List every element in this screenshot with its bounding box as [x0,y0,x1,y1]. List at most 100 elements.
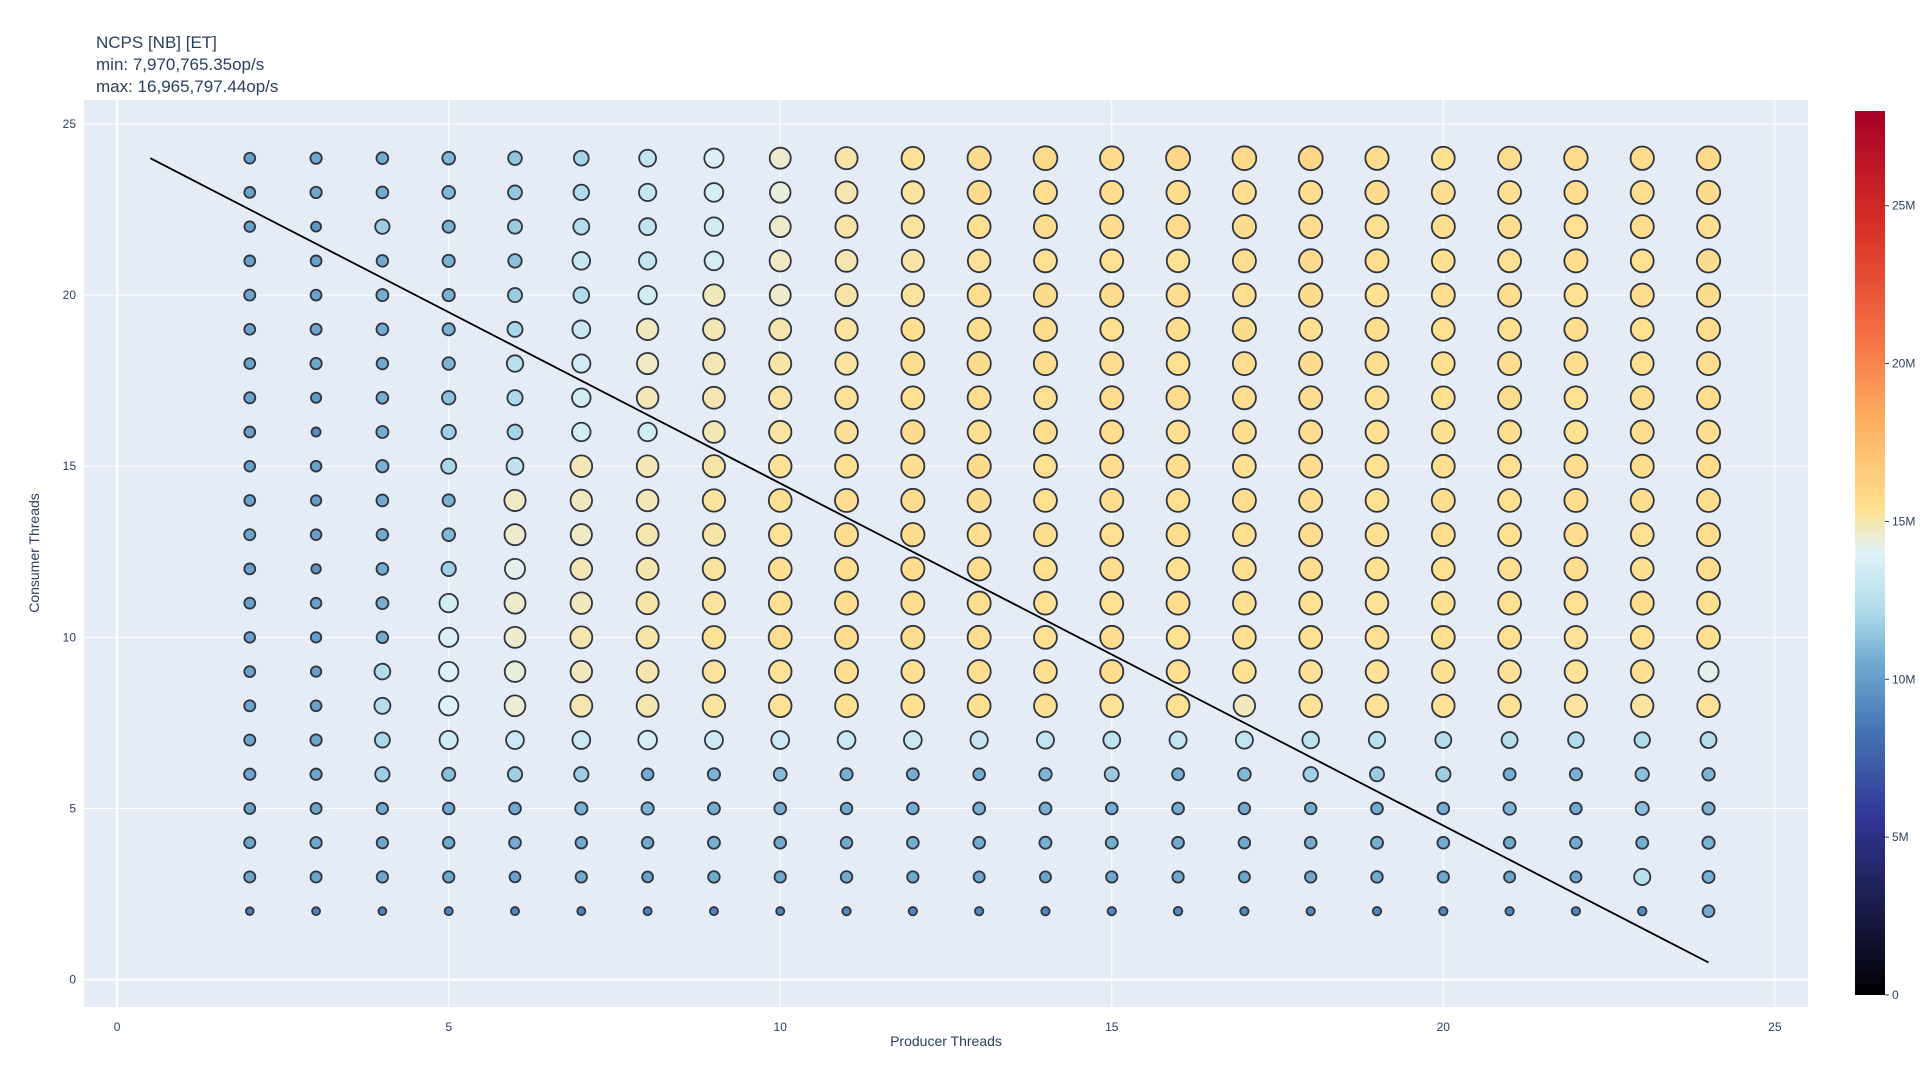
data-point [768,659,793,684]
data-point [310,220,322,233]
data-point [905,767,920,782]
data-point [702,420,726,444]
data-point [1629,556,1655,582]
data-point [506,766,524,783]
x-tick-label: 5 [445,1020,452,1034]
y-axis-ticks: 0 5 10 15 20 25 [63,117,77,987]
data-point [1105,870,1119,884]
data-point [767,556,793,582]
data-point [1038,870,1052,884]
data-point [702,283,726,307]
data-point [767,590,793,616]
data-point [768,215,792,239]
data-point [443,906,454,917]
data-point [441,253,456,268]
data-point [1165,282,1191,308]
data-point [900,693,926,719]
x-axis-ticks: 0 5 10 15 20 25 [114,1020,1782,1034]
data-point [243,699,257,713]
data-point [637,729,658,751]
data-point [969,730,989,750]
data-point [375,630,390,645]
data-point [1298,419,1324,445]
data-point [506,389,524,407]
data-point [243,186,257,199]
data-point [438,592,459,614]
data-point [1298,522,1324,548]
data-point [1364,248,1390,274]
data-point [1165,145,1191,172]
data-point [309,596,323,610]
data-point [636,352,660,376]
data-point [966,590,992,616]
data-point [635,591,660,616]
data-point [1165,590,1191,616]
data-point [441,836,456,850]
data-point [1231,487,1257,513]
data-point [1104,801,1119,816]
data-point [573,766,590,783]
data-point [311,906,321,917]
data-point [1165,248,1191,274]
data-point [1569,835,1583,850]
data-point [375,322,390,337]
data-point [1568,767,1583,782]
data-point [572,149,590,167]
reference-line-layer [149,157,1709,964]
data-point [1298,625,1324,650]
data-point [1696,590,1721,616]
data-point [1231,385,1257,411]
data-point [966,179,992,205]
data-point [972,767,986,782]
data-point [637,421,658,443]
data-point [1298,693,1323,719]
colorbar-ticks: 0 5M 10M 15M 20M 25M [1885,199,1915,1002]
data-point [773,835,788,850]
data-point [1435,766,1452,783]
data-point [635,693,660,718]
data-point [906,870,920,884]
data-point [1033,385,1058,411]
data-point [1634,800,1650,816]
data-point [1629,179,1655,205]
data-point [900,385,926,411]
data-point [1099,351,1125,376]
data-point [1232,625,1257,650]
data-point [966,385,992,411]
data-point [571,421,592,443]
data-point [768,454,793,479]
data-point [506,320,524,338]
data-point [1364,488,1390,513]
data-point [966,282,992,308]
data-point [1099,624,1125,650]
data-point [1298,659,1323,684]
data-point [1430,385,1456,411]
data-point [1696,419,1721,445]
data-point [1569,801,1583,816]
data-point [966,350,992,377]
data-point [907,906,918,917]
data-point [309,494,323,507]
data-point [1629,316,1655,342]
data-point [1701,801,1716,816]
data-point [834,693,859,719]
data-point [438,730,459,751]
data-point [701,556,727,582]
data-point [503,625,527,649]
data-point [1563,659,1589,684]
data-point [1563,556,1589,582]
data-point [507,253,523,269]
data-point [373,696,392,715]
data-point [1099,659,1125,685]
data-point [309,185,323,200]
data-point [775,906,786,917]
data-point [1165,179,1191,205]
data-point [309,288,323,302]
data-point [635,488,660,513]
data-point [900,419,926,445]
data-point [703,182,725,203]
data-point [1103,766,1120,783]
data-point [1563,419,1589,445]
data-point [505,456,525,476]
data-point [839,870,854,884]
